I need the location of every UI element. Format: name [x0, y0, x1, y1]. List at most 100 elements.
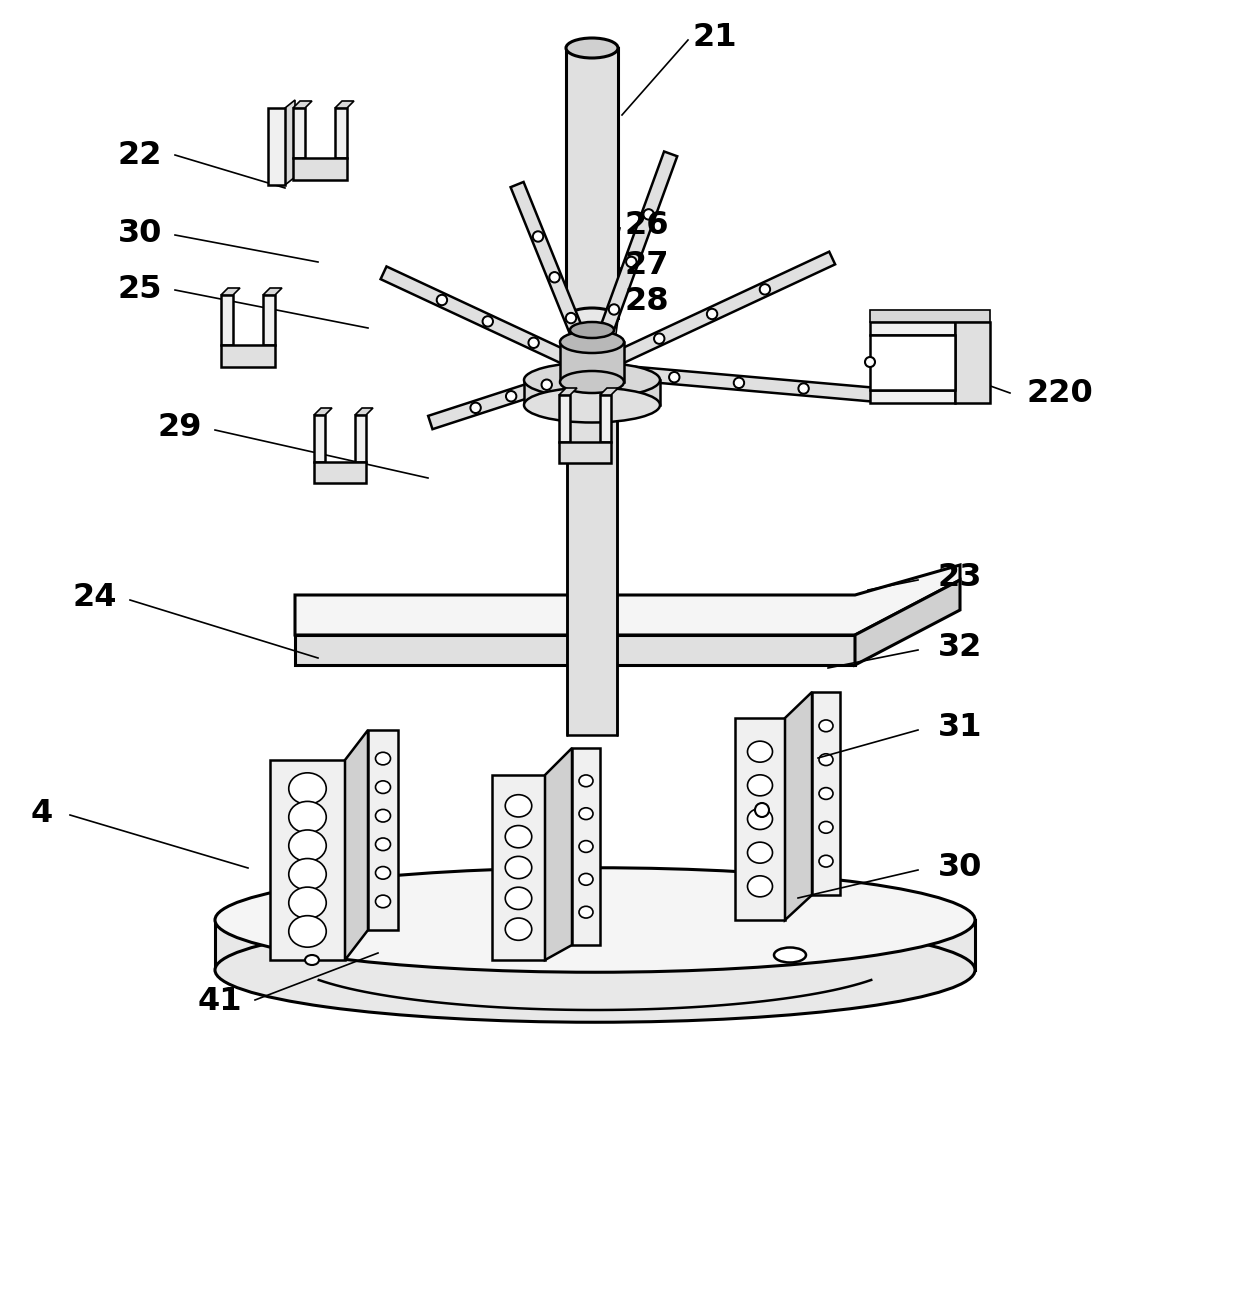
- Polygon shape: [221, 289, 241, 295]
- Text: 30: 30: [937, 853, 982, 884]
- Polygon shape: [295, 565, 960, 635]
- Ellipse shape: [748, 842, 773, 863]
- Circle shape: [609, 304, 620, 314]
- Ellipse shape: [774, 947, 806, 963]
- Circle shape: [708, 311, 715, 317]
- Ellipse shape: [748, 775, 773, 796]
- Polygon shape: [856, 580, 960, 665]
- Ellipse shape: [579, 906, 593, 917]
- Circle shape: [551, 274, 558, 281]
- Polygon shape: [870, 322, 955, 335]
- Ellipse shape: [376, 839, 391, 850]
- Ellipse shape: [579, 775, 593, 787]
- Ellipse shape: [525, 362, 660, 397]
- Ellipse shape: [565, 308, 618, 327]
- Polygon shape: [268, 107, 285, 185]
- Ellipse shape: [579, 841, 593, 853]
- Text: 25: 25: [118, 274, 162, 305]
- Circle shape: [656, 335, 662, 342]
- Circle shape: [528, 338, 539, 348]
- Ellipse shape: [215, 917, 975, 1022]
- Polygon shape: [335, 101, 353, 107]
- Circle shape: [470, 402, 481, 413]
- Polygon shape: [546, 748, 572, 960]
- Ellipse shape: [505, 857, 532, 879]
- Polygon shape: [368, 730, 398, 930]
- Circle shape: [800, 386, 807, 392]
- Ellipse shape: [579, 873, 593, 885]
- Ellipse shape: [818, 788, 833, 800]
- Polygon shape: [870, 389, 955, 402]
- Text: 220: 220: [1027, 378, 1094, 409]
- Polygon shape: [870, 335, 955, 389]
- Text: 4: 4: [31, 797, 53, 828]
- Polygon shape: [565, 48, 618, 318]
- Polygon shape: [221, 295, 233, 345]
- Ellipse shape: [579, 807, 593, 819]
- Polygon shape: [293, 158, 347, 180]
- Circle shape: [541, 379, 552, 391]
- Polygon shape: [567, 389, 618, 735]
- Circle shape: [436, 295, 448, 305]
- Polygon shape: [345, 730, 368, 960]
- Ellipse shape: [748, 809, 773, 829]
- Circle shape: [485, 318, 491, 325]
- Circle shape: [532, 232, 543, 242]
- Text: 28: 28: [625, 286, 670, 317]
- Polygon shape: [511, 182, 599, 373]
- Text: 21: 21: [693, 22, 738, 53]
- Polygon shape: [600, 395, 611, 443]
- Polygon shape: [870, 311, 990, 322]
- Polygon shape: [355, 415, 366, 462]
- Polygon shape: [314, 415, 325, 462]
- Ellipse shape: [289, 888, 326, 919]
- Polygon shape: [492, 775, 546, 960]
- Polygon shape: [591, 364, 887, 402]
- Polygon shape: [215, 920, 975, 970]
- Polygon shape: [314, 408, 332, 415]
- Circle shape: [671, 374, 678, 380]
- Ellipse shape: [818, 719, 833, 731]
- Ellipse shape: [289, 829, 326, 862]
- Ellipse shape: [289, 773, 326, 805]
- Circle shape: [668, 371, 680, 383]
- Ellipse shape: [215, 868, 975, 972]
- Polygon shape: [600, 388, 618, 395]
- Circle shape: [644, 208, 655, 220]
- Polygon shape: [572, 748, 600, 945]
- Polygon shape: [293, 107, 305, 158]
- Text: 32: 32: [937, 633, 982, 664]
- Circle shape: [645, 211, 652, 217]
- Circle shape: [733, 378, 744, 388]
- Text: 22: 22: [118, 140, 162, 171]
- Text: 30: 30: [118, 217, 162, 248]
- Polygon shape: [295, 635, 856, 665]
- Ellipse shape: [525, 387, 660, 423]
- Ellipse shape: [289, 801, 326, 833]
- Polygon shape: [585, 151, 677, 373]
- Ellipse shape: [570, 322, 614, 338]
- Ellipse shape: [505, 917, 532, 941]
- Polygon shape: [559, 395, 570, 443]
- Text: 27: 27: [625, 250, 670, 281]
- Circle shape: [472, 404, 479, 411]
- Circle shape: [439, 296, 445, 304]
- Polygon shape: [812, 692, 839, 895]
- Circle shape: [549, 272, 560, 283]
- Text: 41: 41: [197, 986, 242, 1017]
- Text: 23: 23: [937, 562, 982, 593]
- Ellipse shape: [376, 810, 391, 822]
- Circle shape: [627, 259, 635, 265]
- Polygon shape: [525, 380, 660, 405]
- Ellipse shape: [560, 371, 624, 393]
- Ellipse shape: [748, 741, 773, 762]
- Polygon shape: [270, 760, 345, 960]
- Text: 31: 31: [937, 713, 982, 744]
- Ellipse shape: [565, 38, 618, 58]
- Polygon shape: [955, 322, 990, 402]
- Polygon shape: [263, 289, 281, 295]
- Polygon shape: [428, 364, 594, 430]
- Ellipse shape: [505, 888, 532, 910]
- Circle shape: [707, 308, 718, 320]
- Ellipse shape: [505, 826, 532, 848]
